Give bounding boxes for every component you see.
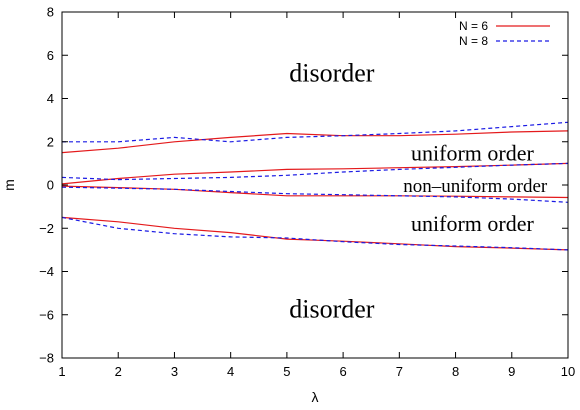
y-tick-label: 6 <box>47 48 54 63</box>
y-axis-label: m <box>1 179 17 191</box>
x-tick-label: 9 <box>508 364 515 379</box>
series-2-curve-2 <box>61 162 569 181</box>
x-tick-label: 8 <box>452 364 459 379</box>
x-tick-label: 4 <box>227 364 234 379</box>
x-tick-label: 1 <box>58 364 65 379</box>
y-tick-label: −2 <box>39 221 54 236</box>
y-tick-label: 2 <box>47 134 54 149</box>
legend: N = 6N = 8 <box>459 19 550 48</box>
region-label: non–uniform order <box>403 176 548 197</box>
series-2-curve-1 <box>62 121 569 143</box>
series-2-curve-3 <box>61 186 569 203</box>
region-label: disorder <box>289 294 375 323</box>
x-tick-label: 10 <box>561 364 575 379</box>
region-label: disorder <box>289 59 375 88</box>
series-curves <box>61 121 569 251</box>
x-tick-label: 6 <box>339 364 346 379</box>
x-tick-label: 3 <box>171 364 178 379</box>
x-tick-label: 5 <box>283 364 290 379</box>
legend-label: N = 6 <box>459 19 488 33</box>
region-label: uniform order <box>411 141 534 166</box>
region-label: uniform order <box>411 211 534 236</box>
y-tick-label: −8 <box>39 351 54 366</box>
region-annotations: disorder uniform order non–uniform order un… <box>289 59 548 324</box>
y-tick-label: 0 <box>47 178 54 193</box>
series-2-curve-4 <box>61 216 569 251</box>
y-tick-label: −6 <box>39 307 54 322</box>
axes: 1 2 3 4 5 6 7 8 9 10 −8 −6 −4 −2 0 2 4 6 8 <box>39 5 575 380</box>
y-tick-label: 4 <box>47 91 54 106</box>
y-tick-label: 8 <box>47 5 54 20</box>
legend-label: N = 8 <box>459 34 488 48</box>
series-1-curve-1 <box>61 130 569 154</box>
x-axis-label: λ <box>312 389 319 405</box>
x-tick-label: 7 <box>396 364 403 379</box>
x-tick-label: 2 <box>115 364 122 379</box>
y-tick-label: −4 <box>39 264 54 279</box>
